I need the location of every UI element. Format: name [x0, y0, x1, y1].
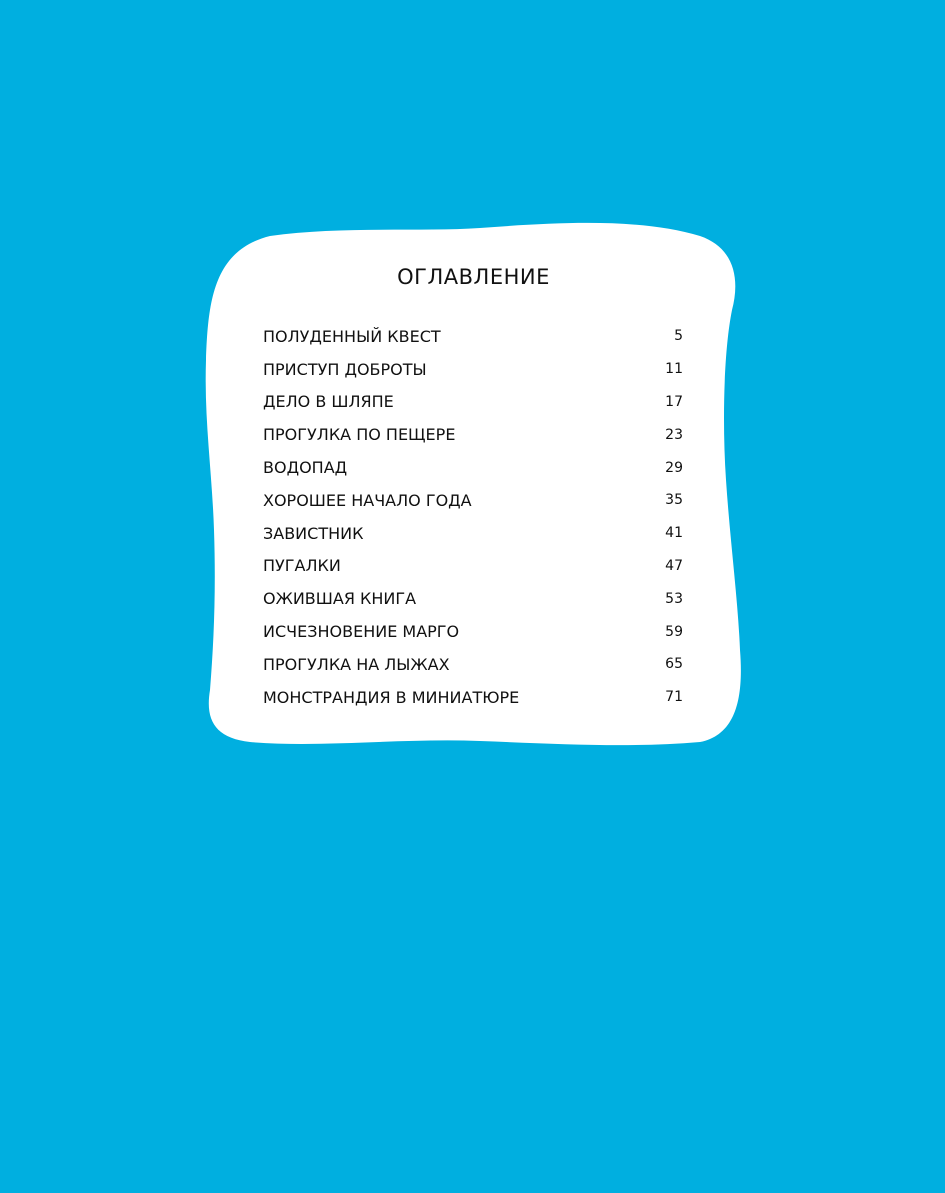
toc-entry-title: МОНСТРАНДИЯ В МИНИАТЮРЕ [263, 687, 520, 707]
toc-entry-page: 23 [665, 426, 683, 443]
toc-entry-title: ВОДОПАД [263, 458, 348, 478]
toc-entry[interactable]: ЗАВИСТНИК 41 [263, 517, 683, 550]
toc-entry-page: 65 [665, 656, 683, 673]
toc-entry-page: 5 [674, 328, 683, 345]
toc-entry-page: 17 [665, 393, 683, 410]
toc-entry-title: ОЖИВШАЯ КНИГА [263, 589, 417, 609]
toc-entry-title: ХОРОШЕЕ НАЧАЛО ГОДА [263, 490, 472, 510]
toc-entry-title: ДЕЛО В ШЛЯПЕ [263, 392, 394, 412]
toc-entry-title: ПРОГУЛКА НА ЛЫЖАХ [263, 654, 450, 674]
toc-entry-page: 47 [665, 557, 683, 574]
toc-entry[interactable]: ПРИСТУП ДОБРОТЫ 11 [263, 353, 683, 386]
toc-entry[interactable]: ПОЛУДЕННЫЙ КВЕСТ 5 [263, 320, 683, 353]
toc-entry[interactable]: ХОРОШЕЕ НАЧАЛО ГОДА 35 [263, 484, 683, 517]
toc-entry[interactable]: ИСЧЕЗНОВЕНИЕ МАРГО 59 [263, 615, 683, 648]
toc-entry-title: ПРИСТУП ДОБРОТЫ [263, 359, 427, 379]
toc-list: ПОЛУДЕННЫЙ КВЕСТ 5 ПРИСТУП ДОБРОТЫ 11 ДЕЛО В… [263, 320, 683, 714]
toc-entry[interactable]: ОЖИВШАЯ КНИГА 53 [263, 582, 683, 615]
toc-entry-page: 29 [665, 459, 683, 476]
toc-entry[interactable]: ПУГАЛКИ 47 [263, 550, 683, 583]
toc-entry-page: 35 [665, 492, 683, 509]
toc-entry-title: ПУГАЛКИ [263, 556, 341, 576]
toc-entry-page: 59 [665, 623, 683, 640]
toc-entry-page: 53 [665, 590, 683, 607]
toc-entry[interactable]: ПРОГУЛКА НА ЛЫЖАХ 65 [263, 648, 683, 681]
toc-entry[interactable]: ВОДОПАД 29 [263, 451, 683, 484]
toc-entry[interactable]: МОНСТРАНДИЯ В МИНИАТЮРЕ 71 [263, 681, 683, 714]
toc-title: ОГЛАВЛЕНИЕ [397, 265, 550, 289]
toc-entry-title: ПРОГУЛКА ПО ПЕЩЕРЕ [263, 425, 456, 445]
toc-entry[interactable]: ПРОГУЛКА ПО ПЕЩЕРЕ 23 [263, 418, 683, 451]
toc-entry-title: ИСЧЕЗНОВЕНИЕ МАРГО [263, 622, 460, 642]
toc-entry[interactable]: ДЕЛО В ШЛЯПЕ 17 [263, 386, 683, 419]
toc-entry-page: 71 [665, 689, 683, 706]
toc-entry-page: 11 [665, 361, 683, 378]
toc-entry-page: 41 [665, 525, 683, 542]
toc-entry-title: ПОЛУДЕННЫЙ КВЕСТ [263, 326, 441, 346]
toc-entry-title: ЗАВИСТНИК [263, 523, 364, 543]
